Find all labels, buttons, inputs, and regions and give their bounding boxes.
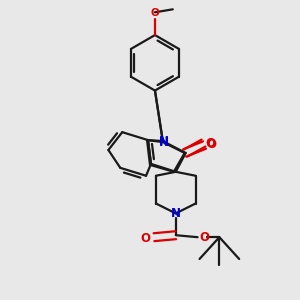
Text: N: N — [159, 135, 169, 148]
Text: N: N — [171, 207, 181, 220]
Text: O: O — [200, 231, 209, 244]
Text: O: O — [151, 8, 159, 18]
Text: N: N — [159, 136, 169, 148]
Text: O: O — [206, 138, 217, 151]
Text: O: O — [140, 232, 150, 245]
Text: O: O — [206, 136, 215, 150]
